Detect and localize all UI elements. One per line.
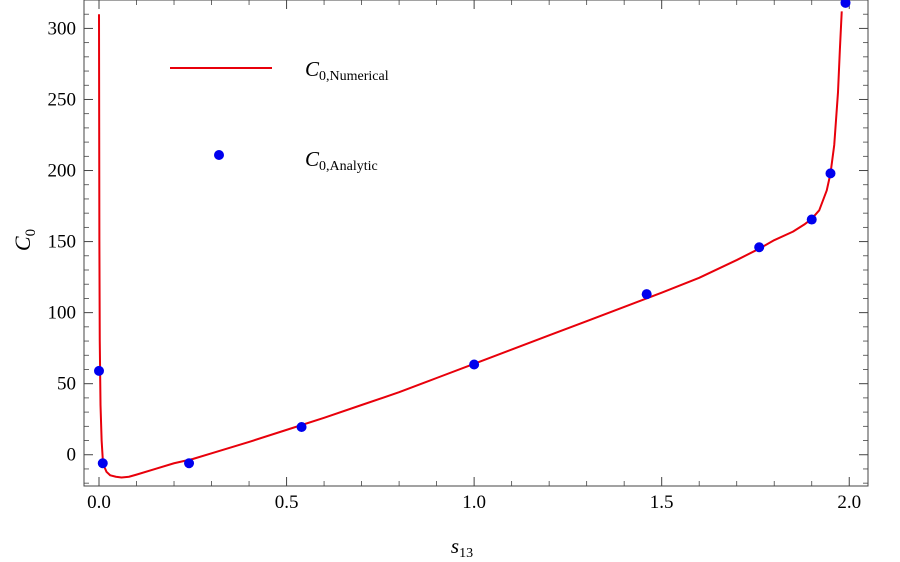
data-point-analytic (840, 0, 851, 8)
x-axis-label-base: s (451, 534, 459, 558)
plot-border (83, 0, 869, 487)
legend-label-numerical-sub: 0,Numerical (319, 69, 389, 84)
y-tick-label: 100 (48, 303, 77, 324)
x-axis-label: s13 (451, 534, 473, 561)
data-point-analytic (806, 214, 817, 225)
x-tick-label: 0.0 (87, 492, 111, 513)
y-axis-ticks: 0 50 100 150 200 250 300 (48, 13, 868, 484)
legend-label-analytic-base: C (305, 147, 320, 171)
x-tick-label: 1.5 (650, 492, 674, 513)
y-tick-label: 200 (48, 161, 77, 182)
x-tick-label: 0.5 (275, 492, 299, 513)
data-point-analytic (184, 458, 195, 469)
y-tick-label: 300 (48, 18, 77, 39)
series-layer (94, 0, 851, 479)
data-point-analytic (97, 458, 108, 469)
data-point-analytic (94, 365, 105, 376)
legend-label-analytic-sub: 0,Analytic (319, 159, 378, 174)
x-axis-label-sub: 13 (459, 546, 473, 561)
series-line-numerical (98, 11, 843, 479)
y-axis-label: C0 (10, 229, 39, 251)
x-tick-label: 1.0 (462, 492, 486, 513)
y-tick-label: 250 (48, 89, 77, 110)
data-point-analytic (469, 359, 480, 370)
legend-label-numerical: C0,Numerical (305, 57, 389, 84)
legend-label-analytic: C0,Analytic (305, 147, 378, 174)
data-point-analytic (754, 242, 765, 253)
legend-point-swatch (214, 150, 224, 160)
data-point-analytic (825, 168, 836, 179)
y-axis-label-base: C (10, 236, 35, 251)
x-tick-label: 2.0 (837, 492, 861, 513)
x-axis-ticks: 0.0 0.5 1.0 1.5 2.0 (87, 0, 861, 513)
legend-label-numerical-base: C (305, 57, 320, 81)
y-axis-label-sub: 0 (23, 229, 39, 237)
plot-frame (83, 0, 869, 487)
data-point-analytic (641, 289, 652, 300)
y-tick-label: 150 (48, 232, 77, 253)
y-tick-label: 0 (67, 445, 77, 466)
data-point-analytic (296, 422, 307, 433)
y-tick-label: 50 (57, 374, 76, 395)
